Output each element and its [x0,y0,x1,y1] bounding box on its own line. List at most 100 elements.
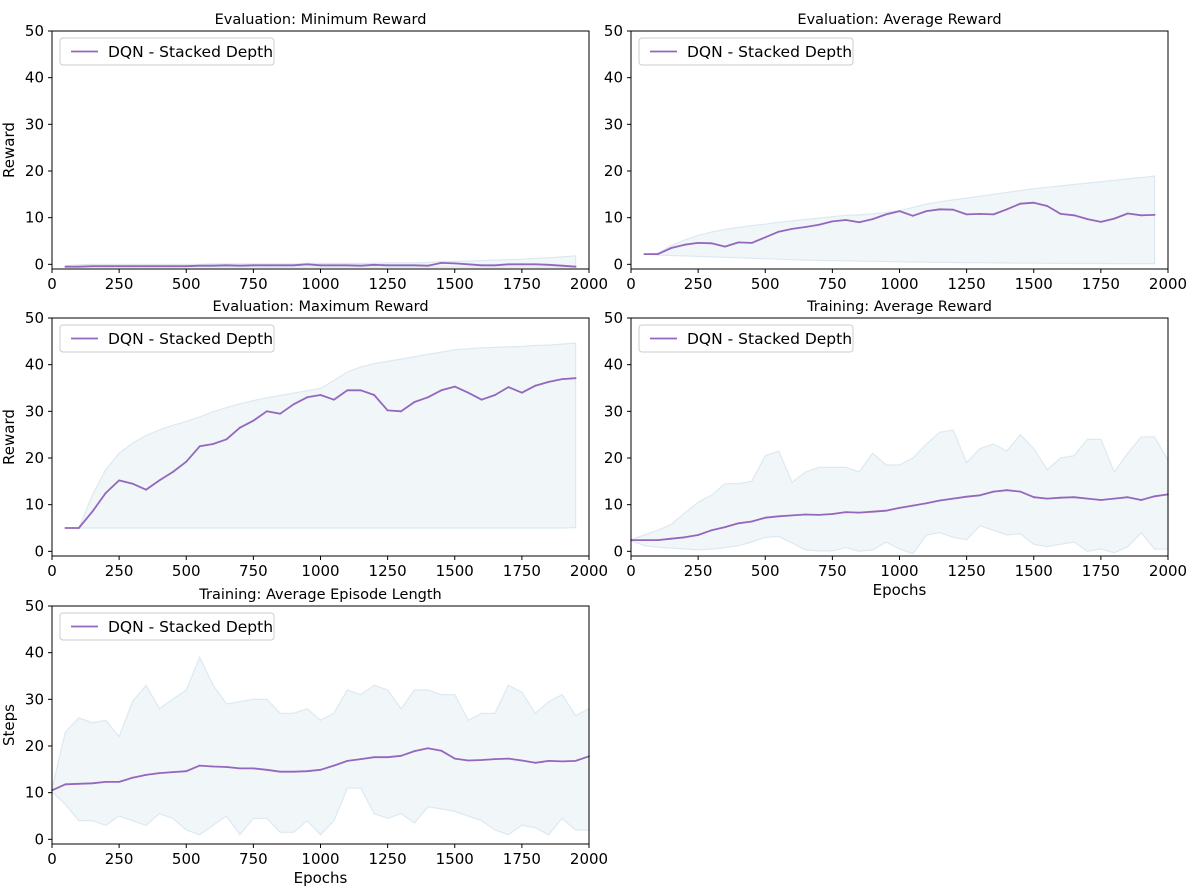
data-point [992,213,995,216]
data-point [764,516,767,519]
legend-label: DQN - Stacked Depth [108,43,273,61]
data-point [952,497,955,500]
data-point [279,264,282,267]
data-point [279,770,282,773]
data-point [346,264,349,267]
data-point [521,263,523,266]
data-point [386,409,389,412]
data-point [547,760,550,762]
x-tick-label: 1750 [503,850,541,868]
data-point [871,218,874,221]
confidence-band [630,429,1169,555]
y-axis-label: Steps [0,704,18,746]
y-tick-label: 10 [604,209,623,227]
x-tick-label: 0 [47,562,57,580]
data-point [979,494,981,497]
data-point [453,262,456,265]
data-point [697,534,699,536]
data-point [104,781,107,783]
data-point [965,495,968,498]
chart-title: Training: Average Episode Length [198,587,441,603]
data-point [359,264,362,267]
y-tick-label: 50 [604,22,623,40]
data-point [373,756,376,759]
data-point [1046,205,1049,207]
data-point [912,214,914,217]
data-point [91,782,94,785]
data-point [467,759,470,762]
data-point [292,403,295,406]
legend-box [59,612,275,641]
y-tick-label: 20 [25,449,44,467]
data-point [252,419,255,422]
chart-title: Training: Average Reward [806,299,992,315]
x-tick-label: 1500 [436,850,474,868]
data-point [359,389,362,392]
y-tick-label: 20 [25,162,44,180]
x-tick-label: 0 [47,850,57,868]
x-tick-label: 250 [684,562,713,580]
data-point [521,391,523,394]
data-point [158,479,161,482]
data-point [400,264,402,267]
data-point [670,247,673,249]
x-tick-label: 2000 [570,562,608,580]
data-point [777,515,780,518]
data-point [171,265,174,268]
data-point [1059,496,1062,499]
data-point [831,220,834,223]
data-point [373,263,376,266]
x-tick-label: 750 [818,562,847,580]
data-point [185,770,188,773]
confidence-band [644,175,1156,265]
data-point [965,213,968,216]
data-point [265,410,268,413]
y-axis-label: Reward [0,409,18,465]
data-point [306,263,308,266]
data-point [858,221,861,224]
data-point [413,401,416,403]
data-point [737,522,740,525]
x-tick-label: 1250 [369,562,407,580]
y-tick-label: 10 [25,496,44,514]
data-point [1019,202,1022,205]
data-point [1046,497,1049,500]
x-axis-label: Epochs [873,581,927,599]
legend: DQN - Stacked Depth [638,324,854,353]
x-tick-label: 750 [239,275,268,293]
data-point [844,511,847,513]
y-tick-label: 0 [34,830,44,848]
data-point [1153,214,1156,216]
data-point [440,389,443,392]
y-tick-label: 40 [604,69,623,87]
legend-box [638,324,854,353]
data-point [547,263,550,266]
data-point [319,768,322,771]
chart-title: Evaluation: Average Reward [797,12,1001,28]
data-point [574,760,577,762]
data-point [885,509,887,512]
data-point [171,471,174,473]
data-point [239,426,241,429]
x-tick-label: 250 [105,275,134,293]
y-tick-label: 20 [604,449,623,467]
data-point [413,264,416,267]
x-tick-label: 1750 [1082,275,1120,293]
data-point [1019,490,1022,493]
data-point [521,759,523,762]
data-point [912,504,914,507]
data-point [1086,497,1089,500]
data-point [547,381,550,383]
data-point [494,394,496,396]
x-tick-label: 1000 [301,850,339,868]
data-point [858,511,861,514]
data-point [683,243,686,246]
data-point [507,263,510,266]
data-point [64,527,67,529]
data-point [697,242,699,244]
x-tick-label: 250 [105,562,134,580]
